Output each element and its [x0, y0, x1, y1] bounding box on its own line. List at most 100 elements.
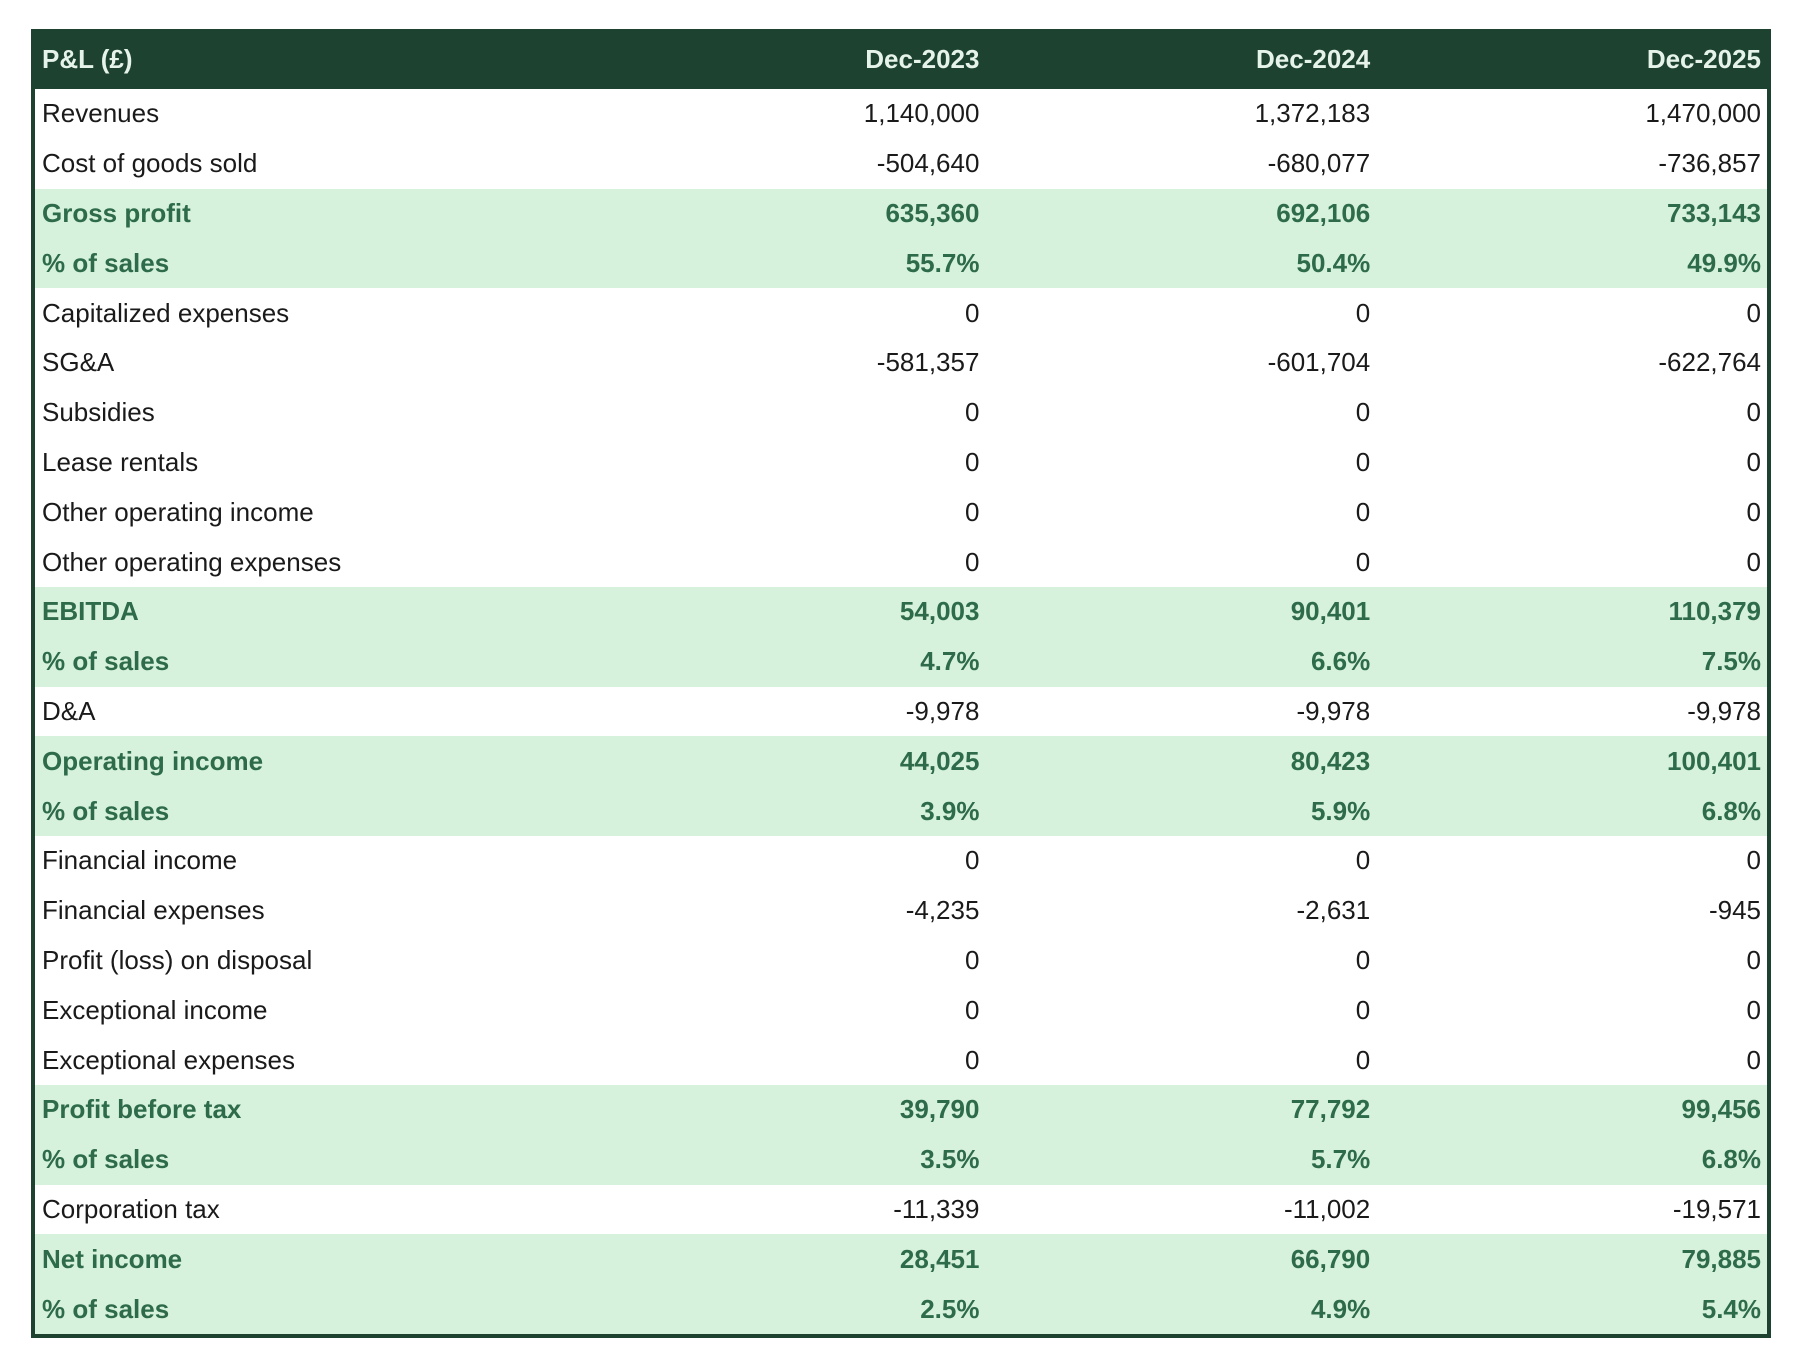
row-value: 0 — [964, 546, 980, 577]
row-value: -9,978 — [905, 695, 980, 726]
row-value: 55.7% — [905, 247, 980, 278]
row-label: Corporation tax — [42, 1193, 220, 1224]
table-row: Operating income 44,025 80,423 100,401 — [35, 736, 1767, 787]
row-value: 79,885 — [1681, 1243, 1762, 1274]
row-value: 0 — [1746, 1044, 1762, 1075]
row-value: 100,401 — [1667, 745, 1762, 776]
row-value: -736,857 — [1658, 148, 1762, 179]
row-label: Exceptional expenses — [42, 1044, 295, 1075]
row-value: 5.9% — [1310, 795, 1371, 826]
row-label: % of sales — [42, 795, 170, 826]
row-value: 3.9% — [920, 795, 980, 826]
row-value: 733,143 — [1667, 197, 1762, 228]
row-value: 6.8% — [1701, 1144, 1762, 1175]
row-value: 0 — [964, 496, 980, 527]
row-value: 77,792 — [1290, 1094, 1371, 1125]
row-label: % of sales — [42, 646, 170, 677]
table-body: Revenues 1,140,000 1,372,183 1,470,000 Cost … — [35, 89, 1767, 1334]
row-value: 50.4% — [1296, 247, 1371, 278]
row-value: 0 — [964, 994, 980, 1025]
row-value: 39,790 — [899, 1094, 980, 1125]
table-row: Other operating income 0 0 0 — [35, 487, 1767, 537]
row-label: Operating income — [42, 745, 264, 776]
row-value: 4.7% — [920, 646, 980, 677]
row-label: Gross profit — [42, 197, 191, 228]
row-label: D&A — [42, 695, 96, 726]
table-row: Corporation tax -11,339 -11,002 -19,571 — [35, 1185, 1767, 1235]
row-value: 5.7% — [1310, 1144, 1371, 1175]
table-row: % of sales 2.5% 4.9% 5.4% — [35, 1284, 1767, 1334]
row-value: 0 — [1355, 944, 1371, 975]
row-value: -9,978 — [1296, 695, 1371, 726]
table-row: % of sales 55.7% 50.4% 49.9% — [35, 238, 1767, 289]
table-row: % of sales 4.7% 6.6% 7.5% — [35, 636, 1767, 687]
row-value: 0 — [1355, 1044, 1371, 1075]
row-value: 692,106 — [1276, 197, 1371, 228]
row-value: 3.5% — [920, 1144, 980, 1175]
table-row: % of sales 3.5% 5.7% 6.8% — [35, 1134, 1767, 1185]
header-col-dec-2024: Dec-2024 — [1256, 43, 1371, 74]
row-value: -2,631 — [1296, 895, 1371, 926]
table-row: Gross profit 635,360 692,106 733,143 — [35, 188, 1767, 239]
row-label: Revenues — [42, 98, 160, 129]
table-row: D&A -9,978 -9,978 -9,978 — [35, 687, 1767, 737]
row-label: EBITDA — [42, 596, 139, 627]
row-value: 0 — [964, 397, 980, 428]
row-label: Profit before tax — [42, 1094, 242, 1125]
row-label: % of sales — [42, 1144, 170, 1175]
row-value: 1,372,183 — [1254, 98, 1371, 129]
row-label: Cost of goods sold — [42, 148, 258, 179]
row-value: -11,002 — [1283, 1193, 1371, 1224]
row-value: 0 — [1746, 446, 1762, 477]
row-value: -4,235 — [905, 895, 980, 926]
row-value: -504,640 — [876, 148, 980, 179]
row-value: 0 — [964, 944, 980, 975]
row-value: 49.9% — [1687, 247, 1762, 278]
table-row: Profit before tax 39,790 77,792 99,456 — [35, 1084, 1767, 1135]
row-value: 0 — [964, 297, 980, 328]
row-value: 110,379 — [1668, 596, 1762, 627]
row-label: Other operating income — [42, 496, 314, 527]
table-row: Exceptional expenses 0 0 0 — [35, 1035, 1767, 1085]
row-value: -680,077 — [1267, 148, 1371, 179]
row-value: 0 — [1746, 297, 1762, 328]
table-row: Subsidies 0 0 0 — [35, 388, 1767, 438]
row-label: % of sales — [42, 1293, 170, 1324]
pl-table: P&L (£) Dec-2023 Dec-2024 Dec-2025 Reven… — [31, 29, 1771, 1338]
row-value: 6.6% — [1310, 646, 1371, 677]
row-label: SG&A — [42, 347, 115, 378]
row-value: 0 — [1746, 397, 1762, 428]
row-value: 28,451 — [899, 1243, 980, 1274]
table-row: Cost of goods sold -504,640 -680,077 -736,8… — [35, 139, 1767, 189]
row-value: 80,423 — [1290, 745, 1371, 776]
row-value: -19,571 — [1672, 1193, 1762, 1224]
row-value: 90,401 — [1290, 596, 1371, 627]
row-label: Financial income — [42, 845, 238, 876]
row-value: 1,140,000 — [863, 98, 980, 129]
header-col-dec-2023: Dec-2023 — [865, 43, 980, 74]
table-row: Financial income 0 0 0 — [35, 836, 1767, 886]
table-row: Profit (loss) on disposal 0 0 0 — [35, 936, 1767, 986]
row-value: -622,764 — [1658, 347, 1762, 378]
row-value: 99,456 — [1681, 1094, 1762, 1125]
row-value: 0 — [1355, 546, 1371, 577]
row-value: 1,470,000 — [1645, 98, 1762, 129]
table-row: % of sales 3.9% 5.9% 6.8% — [35, 786, 1767, 836]
row-label: Net income — [42, 1243, 183, 1274]
row-value: -11,339 — [893, 1193, 980, 1224]
header-title: P&L (£) — [42, 43, 133, 74]
row-value: 0 — [1355, 397, 1371, 428]
table-row: Financial expenses -4,235 -2,631 -945 — [35, 886, 1767, 936]
row-value: 0 — [1746, 994, 1762, 1025]
row-value: 66,790 — [1290, 1243, 1371, 1274]
row-value: -581,357 — [876, 347, 980, 378]
row-value: 0 — [1746, 845, 1762, 876]
row-value: -9,978 — [1687, 695, 1762, 726]
row-value: 0 — [964, 1044, 980, 1075]
row-label: Lease rentals — [42, 446, 199, 477]
row-value: 0 — [1355, 845, 1371, 876]
row-value: 44,025 — [899, 745, 980, 776]
row-value: 0 — [1746, 496, 1762, 527]
row-value: 4.9% — [1310, 1293, 1371, 1324]
header-col-dec-2025: Dec-2025 — [1646, 43, 1762, 74]
